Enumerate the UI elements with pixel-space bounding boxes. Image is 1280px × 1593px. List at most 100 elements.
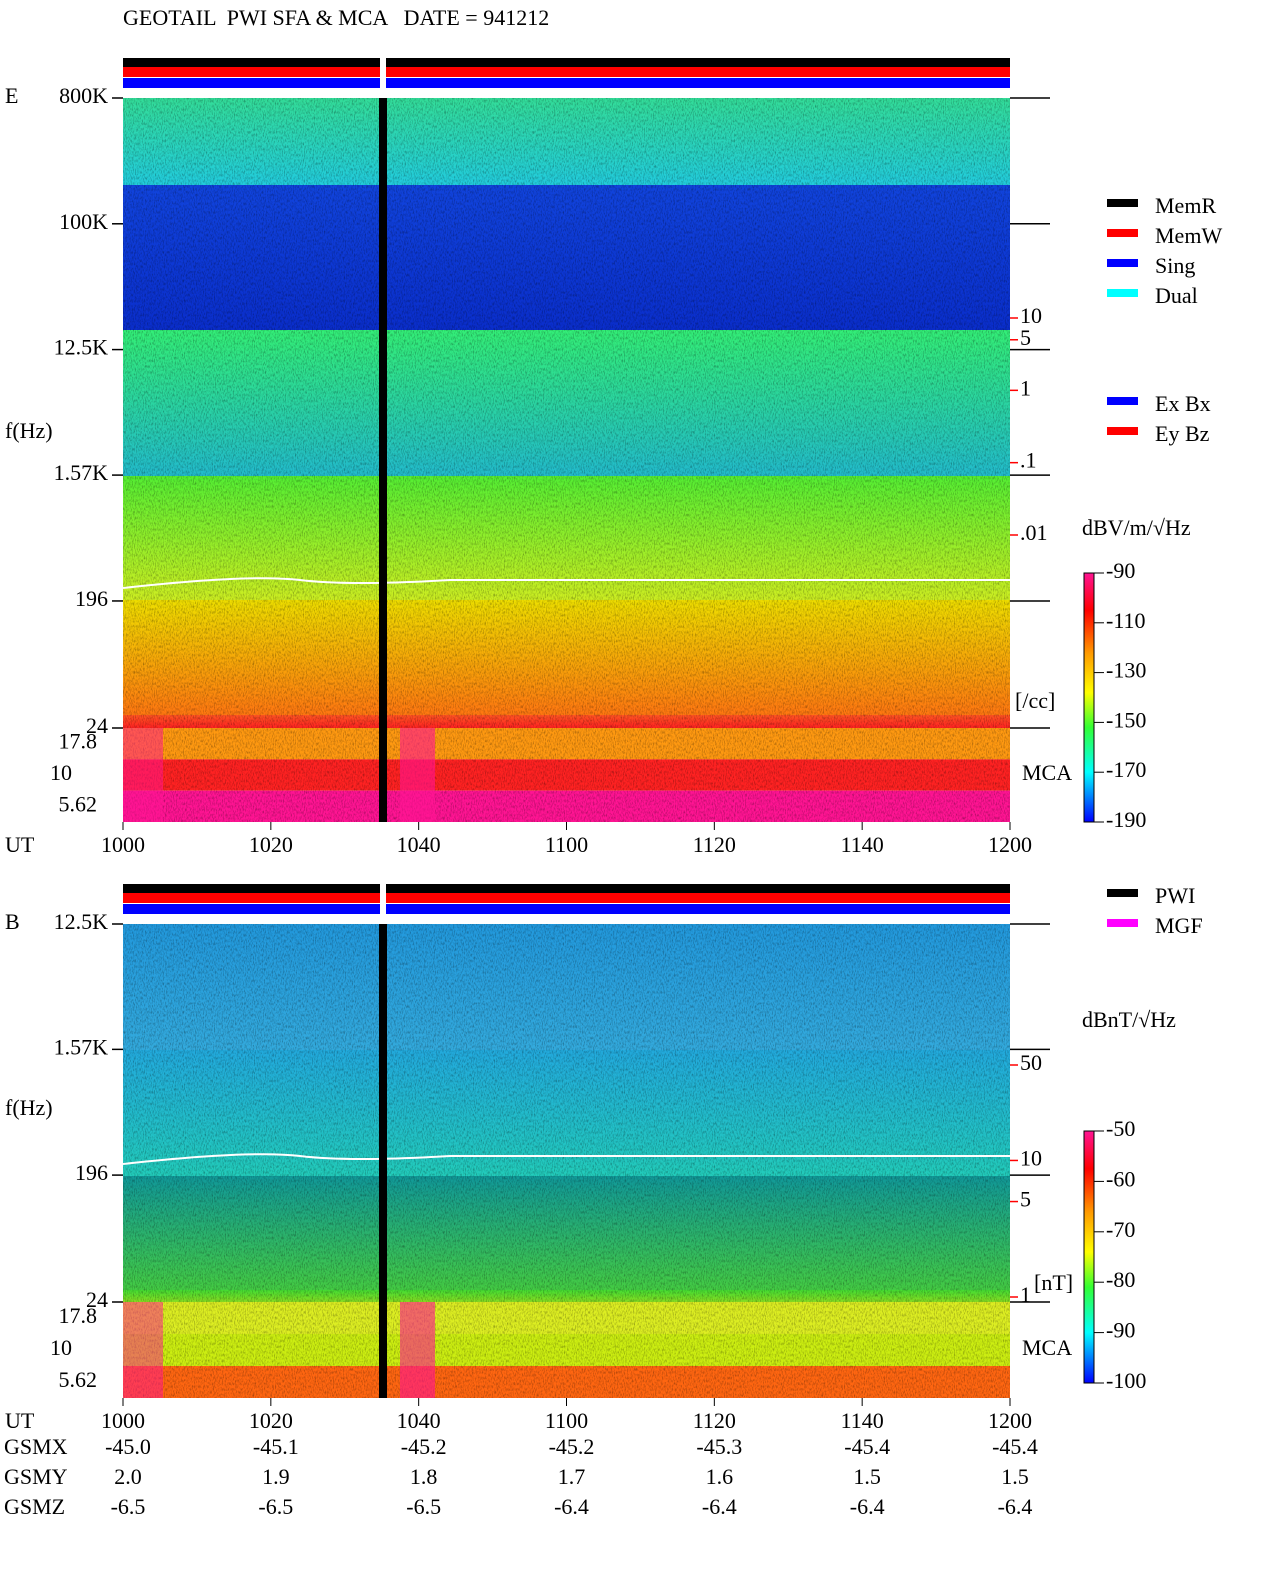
legend-swatch xyxy=(1107,889,1138,897)
spectrogram xyxy=(122,924,1010,1398)
y-axis-label: f(Hz) xyxy=(5,418,53,443)
y-tick-label: 100K xyxy=(59,209,108,234)
plasma-line xyxy=(122,577,1010,589)
orbit-value: 1.8 xyxy=(410,1464,438,1489)
x-tick-label: 1040 xyxy=(397,832,441,857)
mca-burst xyxy=(123,728,163,822)
orbit-value: -45.0 xyxy=(105,1434,151,1459)
spectrogram xyxy=(122,98,1010,822)
y-tick-label: 24 xyxy=(86,713,108,738)
orbit-value: -45.1 xyxy=(253,1434,299,1459)
legend-label: MemW xyxy=(1155,223,1222,248)
orbit-name: GSMX xyxy=(4,1434,68,1459)
orbit-value: 1.5 xyxy=(1001,1464,1029,1489)
orbit-value: -6.5 xyxy=(258,1494,293,1519)
colorbar-tick-label: -60 xyxy=(1106,1166,1135,1191)
legend-swatch xyxy=(1107,919,1138,927)
colorbar-tick-label: -130 xyxy=(1106,658,1146,683)
density-tick-label: 10 xyxy=(1020,1145,1042,1170)
y-axis-label: f(Hz) xyxy=(5,1095,53,1120)
orbit-value: 1.6 xyxy=(706,1464,734,1489)
x-tick-label: 1140 xyxy=(841,832,884,857)
legend-label: Ey Bz xyxy=(1155,421,1210,446)
legend-label: Ex Bx xyxy=(1155,391,1211,416)
mca-burst xyxy=(400,1302,435,1398)
status-bar xyxy=(123,78,1010,88)
density-tick-label: .1 xyxy=(1020,448,1037,473)
x-tick-label: 1100 xyxy=(545,1408,588,1433)
panel-label: B xyxy=(5,909,20,934)
x-tick-label: 1100 xyxy=(545,832,588,857)
x-tick-label: 1200 xyxy=(988,832,1032,857)
data-gap xyxy=(379,924,387,1398)
colorbar-tick-label: -90 xyxy=(1106,558,1135,583)
y-tick-label: 24 xyxy=(86,1287,108,1312)
y-tick-label: 196 xyxy=(75,1160,108,1185)
status-bar xyxy=(123,67,1010,77)
y-tick-label: 12.5K xyxy=(54,335,109,360)
orbit-value: 1.7 xyxy=(558,1464,586,1489)
density-tick-label: 1 xyxy=(1020,1282,1031,1307)
density-tick-label: 10 xyxy=(1020,303,1042,328)
status-bar xyxy=(123,893,1010,903)
colorbar-label: dBV/m/√Hz xyxy=(1082,515,1191,540)
x-tick-label: 1140 xyxy=(841,1408,884,1433)
mca-burst xyxy=(123,1302,163,1398)
orbit-value: -6.5 xyxy=(111,1494,146,1519)
mca-tick-label: 5.62 xyxy=(59,791,98,816)
orbit-value: -45.3 xyxy=(696,1434,742,1459)
density-tick-label: 5 xyxy=(1020,325,1031,350)
colorbar-tick-label: -90 xyxy=(1106,1318,1135,1343)
orbit-value: -45.4 xyxy=(844,1434,890,1459)
status-bar xyxy=(123,904,1010,914)
orbit-value: -6.4 xyxy=(702,1494,737,1519)
plasma-line xyxy=(122,1153,1010,1165)
density-tick-label: 1 xyxy=(1020,375,1031,400)
colorbar-tick-label: -50 xyxy=(1106,1116,1135,1141)
legend-swatch xyxy=(1107,259,1138,267)
legend-label: Sing xyxy=(1155,253,1195,278)
y-tick-label: 1.57K xyxy=(54,1034,109,1059)
legend-label: Dual xyxy=(1155,283,1198,308)
colorbar xyxy=(1083,1130,1095,1384)
density-tick-label: 50 xyxy=(1020,1050,1042,1075)
x-tick-label: 1200 xyxy=(988,1408,1032,1433)
legend-label: PWI xyxy=(1155,883,1195,908)
colorbar-tick-label: -170 xyxy=(1106,757,1146,782)
density-unit: [/cc] xyxy=(1015,688,1055,713)
data-gap xyxy=(379,98,387,822)
colorbar-tick-label: -190 xyxy=(1106,807,1146,832)
x-tick-label: 1120 xyxy=(693,1408,736,1433)
x-tick-label: 1000 xyxy=(101,1408,145,1433)
orbit-value: -45.2 xyxy=(549,1434,595,1459)
legend-label: MemR xyxy=(1155,193,1216,218)
status-bar xyxy=(123,58,1010,67)
status-bar xyxy=(123,884,1010,893)
mca-label: MCA xyxy=(1022,760,1072,785)
orbit-value: -6.4 xyxy=(998,1494,1033,1519)
x-tick-label: 1020 xyxy=(249,832,293,857)
density-unit: [nT] xyxy=(1034,1270,1073,1295)
colorbar-tick-label: -70 xyxy=(1106,1217,1135,1242)
orbit-value: -6.4 xyxy=(554,1494,589,1519)
legend-label: MGF xyxy=(1155,913,1203,938)
mca-tick-label: 17.8 xyxy=(59,729,98,754)
texture xyxy=(123,98,1010,822)
orbit-value: -45.4 xyxy=(992,1434,1038,1459)
orbit-value: -6.4 xyxy=(850,1494,885,1519)
legend-swatch xyxy=(1107,229,1138,237)
status-gap xyxy=(380,884,386,914)
legend-swatch xyxy=(1107,427,1138,435)
orbit-value: 1.5 xyxy=(853,1464,881,1489)
status-gap xyxy=(380,58,386,88)
panel-label: E xyxy=(5,83,18,108)
y-tick-label: 1.57K xyxy=(54,460,109,485)
orbit-value: 2.0 xyxy=(114,1464,142,1489)
x-tick-label: 1120 xyxy=(693,832,736,857)
density-tick-label: 5 xyxy=(1020,1187,1031,1212)
mca-tick-label: 17.8 xyxy=(59,1303,98,1328)
y-tick-label: 800K xyxy=(59,83,108,108)
x-tick-label: 1040 xyxy=(397,1408,441,1433)
mca-tick-label: 10 xyxy=(50,760,72,785)
